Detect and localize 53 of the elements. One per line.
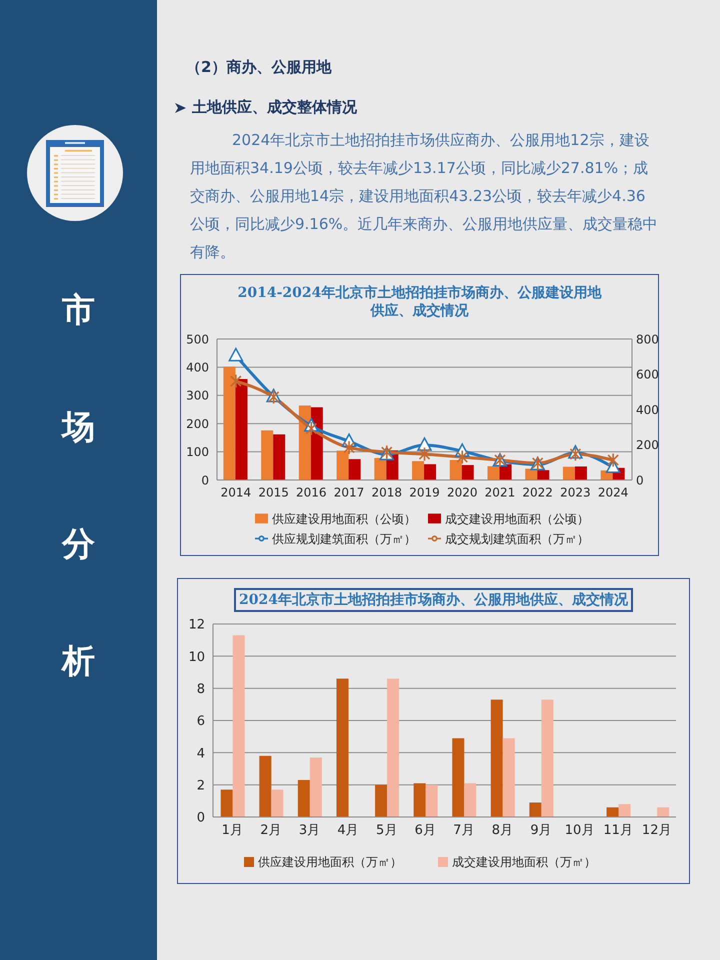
y-tick-label: 2 [196,778,205,794]
y2-tick-label: 600 [636,368,659,382]
text: （2）商办、公服用地 [186,58,332,77]
x-tick-label: 2023 [560,486,591,500]
y-tick-label: 0 [196,810,205,826]
y2-tick-label: 200 [636,438,659,452]
x-tick-label: 2021 [484,486,516,500]
y-tick-label: 4 [196,746,205,762]
x-tick-label: 2017 [334,486,364,500]
x-tick-label: 12月 [642,823,672,838]
x-tick-label: 2019 [409,486,440,500]
y-tick-label: 300 [186,388,209,403]
legend-label: 成交规划建筑面积（万㎡） [445,532,589,546]
chart-title: 2024年北京市土地招拍挂市场商办、公服用地供应、成交情况 [234,588,633,612]
x-tick-label: 3月 [298,823,320,838]
x-tick-label: 2016 [296,486,327,500]
x-tick-label: 7月 [453,823,474,838]
y-tick-label: 6 [196,714,205,730]
y2-tick-label: 800 [636,332,659,346]
legend-label: 成交建设用地面积（公顷） [445,512,589,526]
x-tick-label: 8月 [492,823,514,838]
chart-title: 2014-2024年北京市土地招拍挂市场商办、公服建设用地供应、成交情况 [236,284,602,320]
x-tick-label: 2月 [260,823,282,838]
y-tick-label: 500 [186,332,209,346]
legend-label: 供应建设用地面积（公顷） [272,512,416,526]
x-tick-label: 2015 [258,486,289,500]
legend-label: 供应规划建筑面积（万㎡） [272,532,416,546]
y-tick-label: 12 [188,618,205,633]
x-tick-label: 2022 [522,486,553,500]
y-tick-label: 400 [186,360,209,374]
x-tick-label: 10月 [564,823,594,838]
text: 2024年北京市土地招拍挂市场供应商办、公服用地12宗，建设用地面积34.19公顷，较去年减少13.17公顷，同比减少27.81%；成交商办、公服用地14宗，建设用地面积43.23公顷，较去年减少4.36公顷，同比减少9.16%。近几年来商办、公服用地供应量、成交量稳中有降。 [190,130,659,263]
x-tick-label: 11月 [603,823,633,838]
y-tick-label: 8 [196,682,205,697]
x-tick-label: 2020 [446,486,478,500]
x-tick-label: 2018 [372,486,402,500]
text: 市场分析 [62,290,95,680]
x-tick-label: 2014 [220,486,252,500]
x-tick-label: 4月 [337,823,359,838]
y-tick-label: 0 [201,473,209,488]
y-tick-label: 100 [186,445,209,460]
x-tick-label: 1月 [222,823,243,838]
x-tick-label: 6月 [414,823,436,838]
x-tick-label: 2024 [598,486,628,500]
x-tick-label: 5月 [376,823,398,838]
x-tick-label: 9月 [530,823,552,838]
legend-label: 成交建设用地面积（万㎡） [452,855,596,869]
legend-label: 供应建设用地面积（万㎡） [258,855,402,869]
y2-tick-label: 0 [636,473,644,488]
y-tick-label: 10 [188,650,205,665]
y2-tick-label: 400 [636,402,659,417]
text: 土地供应、成交整体情况 [192,98,357,117]
y-tick-label: 200 [186,416,209,431]
